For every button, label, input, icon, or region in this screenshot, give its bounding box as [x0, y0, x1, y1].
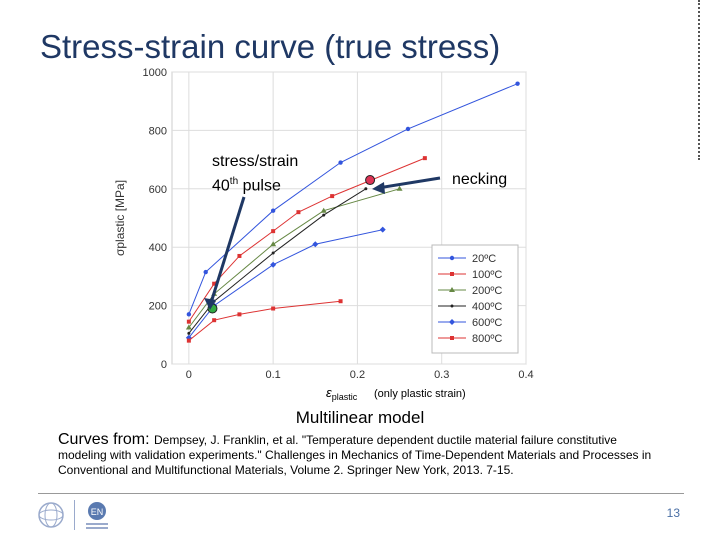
data-point: [187, 331, 191, 335]
data-point: [312, 241, 319, 248]
pulse-arrow-line: [208, 196, 246, 307]
data-point: [515, 81, 520, 86]
series-0: [186, 81, 520, 317]
annotation-pulse-word: pulse: [238, 177, 281, 195]
data-point: [185, 324, 192, 330]
annotation-pulse-line2: 40th pulse: [212, 172, 298, 196]
legend-label: 20ºC: [472, 253, 496, 265]
model-label: Multilinear model: [295, 408, 425, 427]
x-tick-label: 0.4: [518, 369, 533, 381]
data-point: [271, 229, 276, 234]
series-line: [188, 83, 518, 315]
en-department-logo-icon: EN: [82, 500, 112, 535]
data-point: [450, 304, 454, 308]
citation: Curves from: Dempsey, J. Franklin, et al…: [58, 432, 668, 478]
data-point: [338, 299, 343, 304]
data-point: [379, 226, 386, 233]
series-1: [186, 156, 427, 324]
data-point: [450, 272, 454, 276]
legend-box: [431, 244, 519, 354]
data-point: [330, 194, 335, 199]
data-point: [422, 156, 427, 161]
x-axis-symbol: ε: [326, 385, 332, 400]
data-point: [450, 336, 454, 340]
citation-body: Dempsey, J. Franklin, et al. "Temperatur…: [58, 433, 652, 477]
axis-layer: 0 0.1 0.2 0.3 0.4 0 200 400 600 800 1000 σplastic […: [113, 67, 534, 381]
series-2: [185, 185, 403, 330]
series-layer: [185, 81, 520, 343]
data-point: [449, 319, 455, 325]
series-5: [186, 299, 343, 343]
x-tick-label: 0.1: [265, 369, 280, 381]
data-point: [237, 312, 242, 317]
decorative-dotted-line: [698, 0, 700, 160]
data-point: [320, 207, 327, 213]
citation-lead: Curves from:: [58, 431, 155, 448]
x-axis-subscript: plastic: [331, 392, 358, 402]
logo-separator: [74, 500, 75, 530]
data-point: [322, 213, 326, 217]
y-tick-label: 1000: [143, 67, 167, 79]
data-point: [296, 210, 301, 215]
page-number: 13: [666, 506, 680, 520]
data-point: [396, 185, 403, 191]
x-tick-label: 0.2: [350, 369, 365, 381]
data-point: [338, 160, 343, 165]
data-point: [405, 126, 411, 132]
data-point: [449, 287, 455, 292]
annotation-pulse-line1: stress/strain: [212, 153, 299, 170]
annotation-pulse: stress/strain 40th pulse: [212, 152, 298, 196]
annotation-pulse-number: 40: [212, 177, 230, 195]
slide-title: Stress-strain curve (true stress): [40, 28, 501, 65]
legend-label: 200ºC: [472, 285, 502, 297]
data-point: [270, 241, 277, 247]
necking-arrow-head: [372, 182, 385, 194]
data-point: [271, 306, 276, 311]
y-tick-label: 800: [149, 125, 167, 137]
data-point: [203, 269, 208, 275]
data-point: [186, 312, 192, 317]
y-tick-label: 400: [149, 242, 167, 254]
y-axis-label: σplastic [MPa]: [113, 180, 127, 256]
x-tick-label: 0: [186, 369, 192, 381]
highlight-point-1: [365, 175, 376, 186]
data-point: [186, 319, 191, 324]
en-logo-text: EN: [91, 507, 104, 517]
data-point: [364, 187, 368, 191]
legend-label: 400ºC: [472, 301, 502, 313]
data-point: [270, 261, 277, 268]
necking-arrow-line: [377, 176, 441, 190]
x-axis-label: εplastic: [326, 385, 358, 402]
annotation-necking: necking: [452, 171, 508, 188]
strain-note: (only plastic strain): [374, 388, 466, 400]
pulse-arrow-head: [204, 298, 216, 310]
data-point: [449, 255, 455, 261]
legend-label: 100ºC: [472, 269, 502, 281]
grid-layer: [172, 71, 527, 365]
data-point: [212, 281, 217, 286]
y-tick-label: 600: [149, 184, 167, 196]
x-tick-label: 0.3: [434, 369, 449, 381]
footer-divider: [38, 493, 684, 494]
data-point: [237, 253, 242, 258]
legend-label: 600ºC: [472, 317, 502, 329]
data-point: [270, 208, 276, 213]
cern-logo-icon: [36, 500, 66, 535]
arrow-layer: [204, 176, 441, 310]
data-point: [186, 338, 191, 343]
y-tick-label: 0: [161, 359, 167, 371]
y-tick-label: 200: [149, 301, 167, 313]
chart-legend: 20ºC 100ºC 200ºC 400ºC 600ºC 800ºC: [431, 244, 519, 354]
annotation-pulse-ordinal: th: [229, 176, 239, 187]
data-point: [212, 318, 217, 323]
data-point: [271, 251, 275, 255]
legend-label: 800ºC: [472, 333, 502, 345]
